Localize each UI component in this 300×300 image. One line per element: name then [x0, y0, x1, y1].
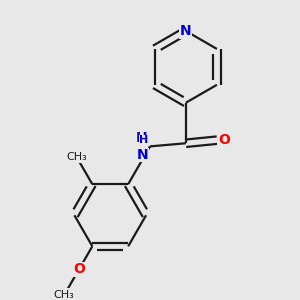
Text: N: N [137, 148, 148, 162]
Text: O: O [218, 133, 230, 147]
Text: CH₃: CH₃ [53, 290, 74, 300]
Text: H
N: H N [135, 131, 147, 161]
Text: CH₃: CH₃ [66, 152, 87, 162]
Text: N: N [180, 24, 192, 38]
Text: O: O [73, 262, 85, 276]
Text: H: H [139, 135, 148, 145]
